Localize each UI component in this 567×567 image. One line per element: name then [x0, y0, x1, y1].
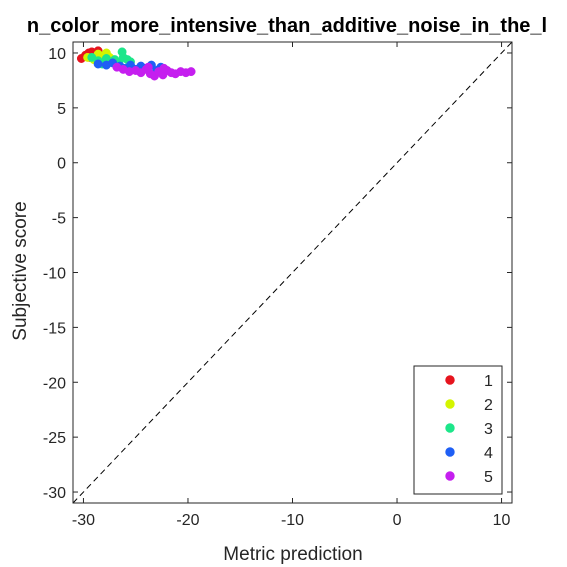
y-tick-label: 5: [57, 101, 66, 118]
legend-label-2: 2: [484, 397, 493, 414]
y-tick-label: -30: [43, 485, 66, 502]
y-tick-label: -25: [43, 430, 66, 447]
plot-content: [73, 42, 512, 503]
y-tick-label: -5: [52, 211, 66, 228]
axes: -30 -20 -10 0 10 10 5 0 -5 -10 -15 -20 -25 -30: [43, 41, 513, 529]
x-tick-label: -20: [176, 512, 199, 529]
data-point-s5-15: [186, 67, 196, 77]
y-tick-label: 0: [57, 156, 66, 173]
x-tick-label: -10: [281, 512, 304, 529]
x-tick-label: 0: [393, 512, 402, 529]
reference-line: [73, 42, 512, 503]
legend-label-4: 4: [484, 445, 493, 462]
y-axis-label: Subjective score: [10, 201, 31, 340]
plot-area: [73, 42, 512, 503]
legend-marker-4: [445, 447, 455, 457]
legend-box: [413, 365, 503, 495]
data-point-s3-10: [117, 47, 127, 57]
y-tick-label: -15: [43, 320, 66, 337]
data-point-s5-17: [159, 63, 169, 73]
x-tick-label: 10: [493, 512, 511, 529]
legend: 1 2 3 4 5: [413, 365, 503, 495]
x-axis-label: Metric prediction: [223, 544, 362, 565]
legend-label-3: 3: [484, 421, 493, 438]
legend-marker-5: [445, 471, 455, 481]
x-tick-label: -30: [72, 512, 95, 529]
legend-marker-2: [445, 399, 455, 409]
series-5: [112, 62, 196, 81]
y-tick-label: -10: [43, 266, 66, 283]
y-tick-label: 10: [48, 46, 66, 63]
legend-label-1: 1: [484, 373, 493, 390]
legend-marker-1: [445, 375, 455, 385]
legend-label-5: 5: [484, 469, 493, 486]
data-point-s4-0: [93, 59, 103, 69]
y-tick-label: -20: [43, 375, 66, 392]
legend-marker-3: [445, 423, 455, 433]
chart-title: n_color_more_intensive_than_additive_noi…: [27, 15, 547, 37]
data-point-s5-16: [143, 62, 153, 72]
